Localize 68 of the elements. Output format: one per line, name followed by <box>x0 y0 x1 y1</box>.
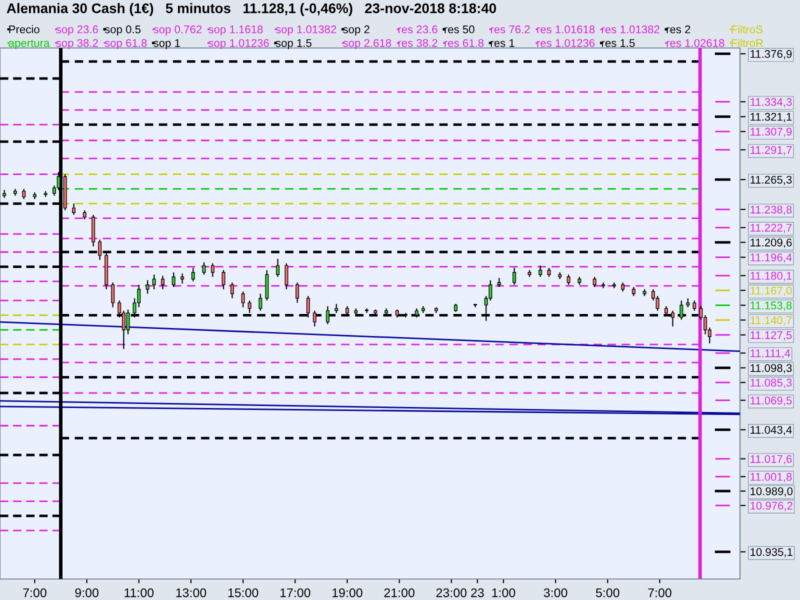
legend-label: res 23.6 <box>398 25 438 34</box>
y-tick-label: 11.043,4 <box>750 426 792 436</box>
legend-label: sop 1.01236 <box>208 39 269 50</box>
legend-label: sop 1.1618 <box>208 25 263 36</box>
legend-label: res 1.02618 <box>666 39 724 47</box>
x-tick-label: 1:00 <box>492 588 516 598</box>
legend-label: sop 23.6 <box>56 25 98 36</box>
legend-label: Precio <box>9 25 40 34</box>
y-tick-label: 11.167,0 <box>750 286 792 296</box>
x-tick-label: 23 <box>471 588 484 598</box>
y-tick-label: 11.376,9 <box>750 50 792 60</box>
legend-label: res 1.5 <box>602 39 635 47</box>
y-tick-label: 11.209,6 <box>750 238 792 248</box>
x-tick-label: 15:00 <box>228 588 258 598</box>
legend-label: res 50 <box>444 25 474 34</box>
y-tick-label: 11.098,3 <box>750 364 792 374</box>
y-tick-label: 11.334,3 <box>750 98 792 108</box>
x-tick-label: 9:00 <box>75 588 98 598</box>
y-tick-label: 11.069,5 <box>750 396 792 406</box>
y-tick-label: 11.180,1 <box>750 272 792 282</box>
legend-label: res 38.2 <box>398 39 438 47</box>
x-tick-label: 7:00 <box>23 588 46 598</box>
legend-label: sop 1.01382 <box>276 25 336 36</box>
chart-title: Alemania 30 Cash (1€) 5 minutos 11.128,1 (-0,46%) 23-nov-2018 8:18:40 <box>6 3 496 16</box>
legend-label: sop 1 <box>154 39 180 50</box>
y-tick-label: 11.001,8 <box>750 472 792 482</box>
legend-label: apertura <box>8 40 50 50</box>
y-tick-label: 11.307,9 <box>750 128 792 137</box>
legend-label: res 2 <box>666 25 690 34</box>
x-tick-label: 21:00 <box>384 588 414 598</box>
legend-label: sop 0.762 <box>154 25 202 36</box>
y-tick-label: 11.140,7 <box>750 316 792 326</box>
legend-label: res 1 <box>490 39 514 47</box>
y-tick-label: 11.153,8 <box>750 302 792 311</box>
y-tick-label: 10.976,2 <box>750 502 792 511</box>
y-tick-label: 10.989,0 <box>750 487 793 497</box>
legend-label: res 76.2 <box>490 25 530 34</box>
legend-label: sop 1.5 <box>276 39 312 50</box>
legend-label: FiltroR <box>732 38 763 47</box>
legend-label: sop 0.5 <box>104 25 141 36</box>
x-tick-label: 19:00 <box>332 588 362 598</box>
x-tick-label: 11:00 <box>124 588 154 598</box>
y-tick-label: 11.321,1 <box>750 112 792 122</box>
legend-label: FiltroS <box>732 25 762 34</box>
legend-label: sop 61.8 <box>104 39 147 50</box>
legend-label: res 1.01236 <box>537 39 595 47</box>
y-tick-label: 11.222,7 <box>750 224 792 234</box>
legend-label: sop 2 <box>343 25 370 36</box>
x-tick-label: 23:00 <box>436 588 467 598</box>
x-tick-label: 7:00 <box>648 588 672 598</box>
legend-label: res 61.8 <box>444 39 484 47</box>
y-tick-label: 11.127,5 <box>750 331 792 340</box>
x-tick-label: 3:00 <box>544 588 568 598</box>
x-tick-label: 13:00 <box>176 588 206 598</box>
y-tick-label: 11.085,3 <box>750 378 792 388</box>
y-tick-label: 11.265,3 <box>750 176 792 186</box>
y-tick-label: 11.111,4 <box>750 349 790 359</box>
y-tick-label: 11.017,6 <box>750 455 792 464</box>
y-tick-label: 10.935,1 <box>750 548 792 558</box>
legend-label: res 1.01382 <box>602 25 660 34</box>
y-tick-label: 11.291,7 <box>750 146 792 156</box>
x-tick-label: 17:00 <box>280 588 310 598</box>
y-tick-label: 11.238,8 <box>750 206 792 215</box>
legend-label: sop 38.2 <box>56 39 98 50</box>
legend-label: res 1.01618 <box>537 25 595 34</box>
legend-label: sop 2.618 <box>343 39 392 50</box>
x-tick-label: 5:00 <box>596 588 620 598</box>
y-tick-label: 11.196,4 <box>750 254 792 263</box>
